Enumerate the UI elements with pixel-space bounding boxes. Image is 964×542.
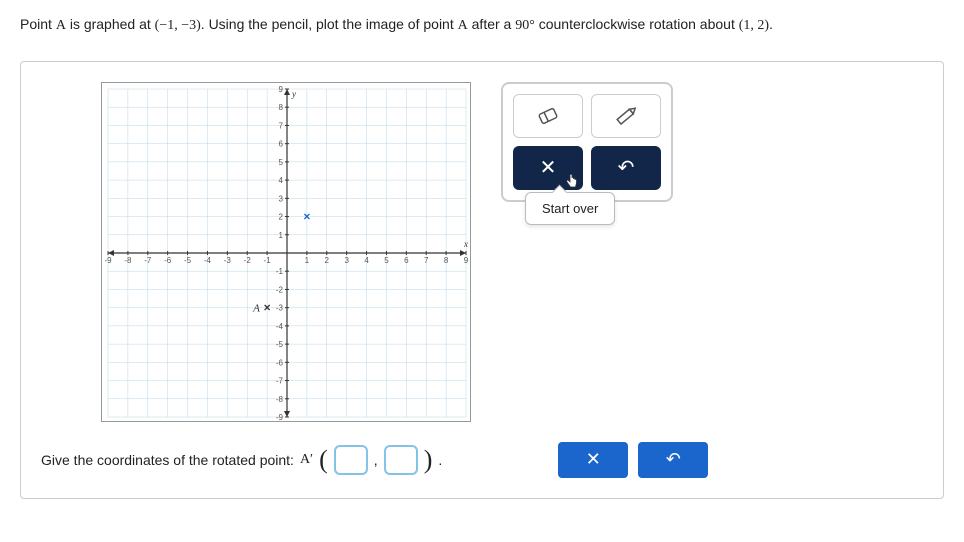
reset-icon: ↶ — [666, 449, 681, 470]
q-startcoords: (−1, −3) — [155, 18, 201, 33]
svg-text:×: × — [264, 300, 271, 314]
svg-text:-3: -3 — [276, 303, 284, 312]
undo-button[interactable]: ↶ — [591, 146, 661, 190]
q-prefix: Point — [20, 16, 56, 32]
tool-panel-wrap: ✕ ↶ Start over — [501, 82, 673, 202]
answer-x-input[interactable] — [334, 445, 368, 475]
svg-text:-5: -5 — [276, 340, 284, 349]
tool-panel: ✕ ↶ — [501, 82, 673, 202]
svg-text:A: A — [252, 302, 260, 314]
clear-button[interactable]: ✕ — [513, 146, 583, 190]
svg-text:6: 6 — [279, 139, 284, 148]
q-mid2: . Using the pencil, plot the image of po… — [201, 16, 458, 32]
svg-text:2: 2 — [279, 212, 284, 221]
answer-prompt: Give the coordinates of the rotated poin… — [41, 452, 294, 468]
svg-text:-7: -7 — [276, 376, 284, 385]
svg-text:-4: -4 — [204, 256, 212, 265]
svg-text:-7: -7 — [144, 256, 152, 265]
svg-text:-2: -2 — [276, 285, 284, 294]
close-icon: ✕ — [540, 155, 557, 180]
top-row: -9 -8 -7 -6 -5 -4 -3 -2 -1 1 2 3 4 5 6 7 8 9 -9 -8 -7 -6 -5 -4 -… — [41, 82, 923, 422]
svg-text:4: 4 — [364, 256, 369, 265]
cursor-icon — [565, 174, 581, 190]
svg-text:-1: -1 — [264, 256, 272, 265]
tool-row-2: ✕ ↶ — [513, 146, 661, 190]
eraser-icon — [534, 106, 562, 126]
svg-text:1: 1 — [305, 256, 310, 265]
start-over-tooltip: Start over — [525, 192, 615, 225]
tool-row-1 — [513, 94, 661, 138]
reset-button[interactable]: ↶ — [638, 442, 708, 478]
q-mid3: after a — [468, 16, 515, 32]
svg-text:-5: -5 — [184, 256, 192, 265]
q-angle: 90° — [515, 18, 535, 33]
svg-text:-2: -2 — [244, 256, 252, 265]
svg-text:2: 2 — [325, 256, 330, 265]
svg-text:-3: -3 — [224, 256, 232, 265]
svg-text:-9: -9 — [104, 256, 112, 265]
svg-text:×: × — [303, 209, 310, 223]
q-pointname: A — [56, 18, 66, 33]
q-end: . — [769, 16, 773, 32]
answer-period: . — [438, 452, 442, 468]
work-area: -9 -8 -7 -6 -5 -4 -3 -2 -1 1 2 3 4 5 6 7 8 9 -9 -8 -7 -6 -5 -4 -… — [20, 61, 944, 499]
bottom-buttons: ✕ ↶ — [558, 442, 708, 478]
answer-y-input[interactable] — [384, 445, 418, 475]
svg-text:y: y — [291, 89, 296, 99]
svg-text:-8: -8 — [276, 394, 284, 403]
svg-text:-9: -9 — [276, 413, 284, 422]
answer-comma: , — [374, 452, 378, 468]
tooltip-label: Start over — [542, 201, 598, 216]
q-centercoords: (1, 2) — [739, 18, 769, 33]
close-paren: ) — [424, 445, 433, 475]
coordinate-graph[interactable]: -9 -8 -7 -6 -5 -4 -3 -2 -1 1 2 3 4 5 6 7 8 9 -9 -8 -7 -6 -5 -4 -… — [101, 82, 471, 422]
answer-row: Give the coordinates of the rotated poin… — [41, 442, 923, 478]
svg-text:7: 7 — [424, 256, 429, 265]
undo-icon: ↶ — [618, 155, 635, 180]
q-suffix: counterclockwise rotation about — [535, 16, 739, 32]
svg-text:7: 7 — [279, 121, 284, 130]
svg-text:3: 3 — [344, 256, 349, 265]
svg-text:5: 5 — [384, 256, 389, 265]
svg-text:8: 8 — [279, 103, 284, 112]
answer-result-name: A′ — [300, 452, 313, 468]
svg-text:-8: -8 — [124, 256, 132, 265]
svg-text:3: 3 — [279, 194, 284, 203]
svg-text:-6: -6 — [164, 256, 172, 265]
svg-text:-4: -4 — [276, 321, 284, 330]
svg-text:1: 1 — [279, 230, 284, 239]
eraser-button[interactable] — [513, 94, 583, 138]
open-paren: ( — [319, 445, 328, 475]
check-button[interactable]: ✕ — [558, 442, 628, 478]
question-text: Point A is graphed at (−1, −3). Using th… — [20, 15, 944, 36]
q-pointname2: A — [458, 18, 468, 33]
svg-text:-1: -1 — [276, 267, 284, 276]
svg-text:4: 4 — [279, 176, 284, 185]
svg-text:5: 5 — [279, 157, 284, 166]
svg-text:6: 6 — [404, 256, 409, 265]
svg-text:-6: -6 — [276, 358, 284, 367]
svg-text:x: x — [463, 239, 468, 249]
graph-container: -9 -8 -7 -6 -5 -4 -3 -2 -1 1 2 3 4 5 6 7 8 9 -9 -8 -7 -6 -5 -4 -… — [101, 82, 471, 422]
svg-text:9: 9 — [464, 256, 469, 265]
pencil-icon — [612, 106, 640, 126]
svg-text:9: 9 — [279, 85, 284, 94]
svg-text:8: 8 — [444, 256, 449, 265]
check-icon: ✕ — [586, 449, 601, 470]
q-mid1: is graphed at — [66, 16, 155, 32]
pencil-button[interactable] — [591, 94, 661, 138]
